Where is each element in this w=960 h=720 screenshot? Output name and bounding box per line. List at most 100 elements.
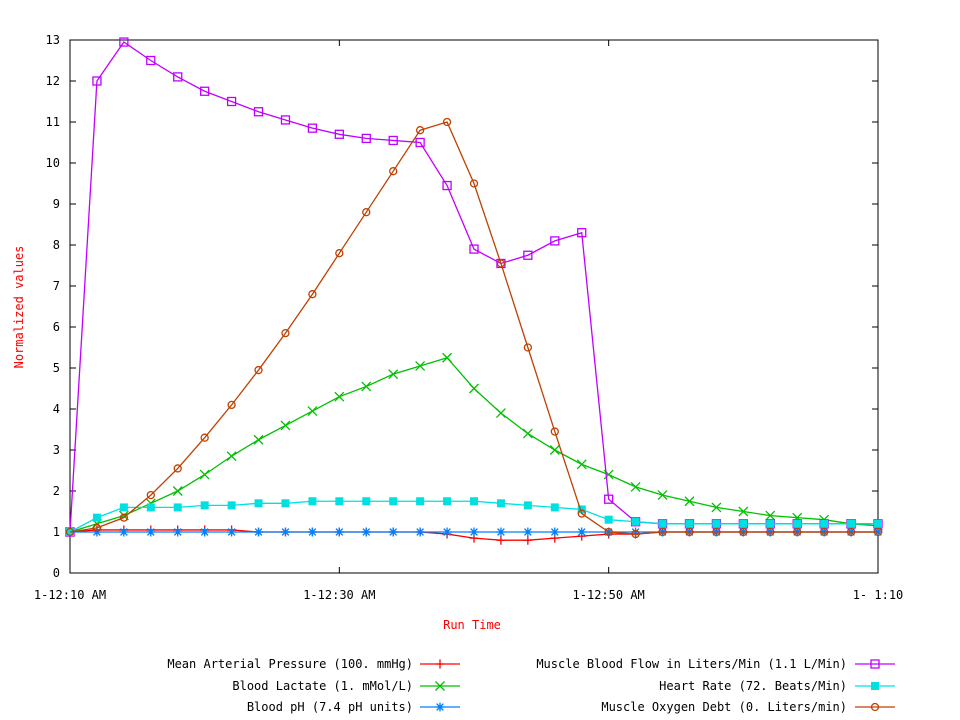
data-point bbox=[415, 126, 425, 135]
y-axis-title: Normalized values bbox=[12, 246, 26, 369]
data-point bbox=[334, 527, 344, 537]
data-point bbox=[469, 527, 479, 537]
data-point bbox=[415, 137, 425, 148]
data-point bbox=[550, 527, 560, 537]
data-point bbox=[523, 250, 533, 260]
legend-label: Blood pH (7.4 pH units) bbox=[247, 700, 413, 714]
data-point bbox=[227, 501, 236, 510]
data-point bbox=[226, 96, 237, 107]
data-point bbox=[280, 115, 291, 125]
y-tick-label: 0 bbox=[53, 566, 60, 580]
x-tick-label: 1- 1:10 bbox=[853, 588, 904, 602]
data-point bbox=[765, 510, 776, 521]
data-point bbox=[200, 501, 209, 510]
y-tick-label: 8 bbox=[53, 238, 60, 252]
data-point bbox=[738, 506, 749, 517]
data-point bbox=[442, 180, 452, 191]
y-tick-label: 2 bbox=[53, 484, 60, 498]
data-point bbox=[307, 527, 317, 537]
data-point bbox=[92, 523, 102, 533]
legend-swatch-marker bbox=[435, 659, 445, 669]
data-point bbox=[577, 509, 586, 518]
x-tick-label: 1-12:50 AM bbox=[573, 588, 645, 602]
data-point bbox=[766, 527, 775, 537]
data-point bbox=[443, 497, 452, 506]
data-point bbox=[739, 527, 748, 537]
data-point bbox=[819, 527, 829, 537]
series-3 bbox=[65, 37, 883, 537]
data-point bbox=[873, 527, 883, 537]
data-point bbox=[523, 535, 533, 545]
x-tick-label: 1-12:10 AM bbox=[34, 588, 106, 602]
data-point bbox=[389, 497, 398, 506]
data-point bbox=[173, 72, 183, 82]
data-point bbox=[388, 135, 398, 146]
data-point bbox=[172, 486, 183, 496]
data-point bbox=[119, 37, 129, 47]
data-point bbox=[362, 497, 371, 506]
data-point bbox=[604, 527, 613, 537]
data-point bbox=[766, 519, 775, 528]
y-tick-label: 5 bbox=[53, 361, 60, 375]
data-point bbox=[685, 527, 694, 537]
data-point bbox=[577, 228, 587, 238]
y-tick-label: 10 bbox=[46, 156, 60, 170]
data-point bbox=[576, 459, 587, 470]
data-point bbox=[335, 249, 344, 258]
y-tick-label: 7 bbox=[53, 279, 60, 293]
data-point bbox=[65, 527, 75, 537]
data-point bbox=[416, 497, 425, 506]
data-point bbox=[119, 527, 129, 537]
data-point bbox=[253, 434, 264, 445]
data-point bbox=[200, 433, 209, 442]
data-point bbox=[523, 527, 533, 537]
data-point bbox=[334, 391, 345, 402]
data-point bbox=[92, 76, 102, 86]
data-point bbox=[280, 420, 291, 431]
x-axis-title: Run Time bbox=[443, 618, 501, 632]
data-point bbox=[253, 107, 264, 117]
series-line bbox=[69, 41, 878, 533]
data-point bbox=[685, 519, 694, 528]
data-point bbox=[254, 365, 263, 375]
data-point bbox=[522, 428, 533, 439]
data-point bbox=[415, 527, 425, 537]
series-layer bbox=[65, 37, 883, 545]
data-point bbox=[227, 527, 237, 537]
data-point bbox=[388, 369, 399, 380]
data-point bbox=[712, 527, 721, 537]
data-point bbox=[442, 527, 452, 537]
data-point bbox=[846, 527, 856, 537]
y-tick-label: 3 bbox=[53, 443, 60, 457]
data-point bbox=[496, 527, 506, 537]
data-point bbox=[793, 519, 802, 528]
data-point bbox=[200, 86, 210, 96]
data-point bbox=[496, 535, 506, 545]
data-point bbox=[658, 527, 667, 537]
data-point bbox=[119, 513, 129, 522]
data-point bbox=[631, 527, 641, 537]
data-point bbox=[362, 208, 371, 217]
data-point bbox=[793, 527, 802, 537]
data-point bbox=[549, 445, 560, 455]
legend-swatch-marker bbox=[870, 702, 880, 712]
data-point bbox=[523, 343, 533, 352]
data-point bbox=[308, 497, 317, 506]
legend-label: Muscle Blood Flow in Liters/Min (1.1 L/M… bbox=[536, 657, 847, 671]
data-point bbox=[496, 259, 506, 268]
data-point bbox=[712, 519, 721, 528]
legend-label: Mean Arterial Pressure (100. mmHg) bbox=[167, 657, 413, 671]
series-5 bbox=[65, 117, 883, 539]
y-tick-label: 4 bbox=[53, 402, 60, 416]
y-tick-label: 13 bbox=[46, 33, 60, 47]
data-point bbox=[361, 527, 371, 537]
x-tick-label: 1-12:30 AM bbox=[303, 588, 375, 602]
data-point bbox=[470, 497, 478, 506]
data-point bbox=[631, 517, 640, 526]
data-point bbox=[469, 179, 479, 188]
data-point bbox=[389, 167, 398, 176]
data-point bbox=[550, 503, 559, 512]
legend: Mean Arterial Pressure (100. mmHg) Blood … bbox=[167, 657, 895, 714]
data-point bbox=[604, 515, 613, 524]
